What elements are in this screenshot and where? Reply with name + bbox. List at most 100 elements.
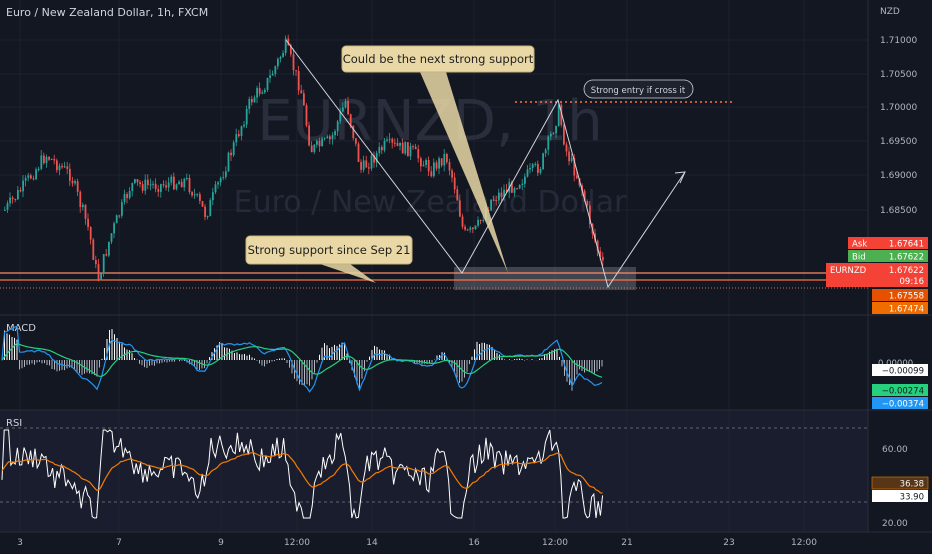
time-axis[interactable]: 3 7 9 12:00 14 16 12:00 21 23 12:00 — [17, 538, 817, 548]
time-tick: 12:00 — [542, 538, 568, 548]
candle-body — [165, 185, 167, 188]
candle-body — [542, 153, 544, 169]
candle-body — [178, 181, 180, 185]
last-price-tag — [826, 263, 928, 287]
candle-body — [170, 176, 173, 183]
candle-body — [459, 200, 461, 217]
candle-body — [524, 176, 526, 184]
candle-body — [466, 229, 469, 231]
candle-body — [240, 126, 243, 137]
candle-body — [581, 185, 583, 191]
time-tick: 21 — [621, 538, 632, 548]
candle-body — [448, 162, 451, 171]
candle-body — [518, 184, 521, 189]
candle-body — [61, 165, 63, 168]
time-tick: 7 — [116, 538, 122, 548]
macd-signal-line[interactable] — [1, 342, 603, 378]
rsi-ma-value: 36.38 — [900, 480, 924, 490]
callout-strong-entry[interactable] — [583, 79, 694, 99]
candle-body — [102, 254, 105, 274]
candle-body — [152, 183, 154, 185]
callout-strong-entry-text: Strong entry if cross it — [591, 86, 686, 96]
level-value-2: 1.67474 — [889, 305, 924, 315]
rsi-line[interactable] — [1, 429, 604, 519]
candle-body — [256, 88, 258, 98]
candle-body — [391, 138, 394, 143]
rsi-tick-60: 60.00 — [882, 445, 908, 455]
candle-body — [274, 66, 277, 74]
candle-body — [95, 259, 97, 265]
candle-body — [48, 156, 50, 160]
rsi-ma-line[interactable] — [1, 452, 603, 494]
candle-body — [235, 134, 238, 143]
candle-body — [570, 157, 573, 162]
candle-body — [602, 256, 604, 261]
candle-body — [555, 125, 557, 134]
callout-support-since[interactable] — [245, 235, 413, 265]
candle-body — [162, 184, 165, 186]
candle-body — [352, 125, 355, 139]
candle-body — [284, 38, 287, 54]
candle-body — [370, 155, 373, 169]
candle-body — [544, 149, 547, 154]
candle-body — [557, 104, 560, 126]
candle-body — [84, 204, 87, 219]
candle-body — [32, 178, 35, 180]
candle-body — [425, 160, 427, 165]
price-tags: Ask 1.67641 Bid 1.67622 EURNZD 1.67622 0… — [826, 237, 928, 315]
candle-body — [188, 178, 191, 193]
trend-drawings[interactable] — [285, 39, 686, 289]
candle-body — [529, 167, 531, 170]
candle-body — [498, 192, 500, 201]
candle-body — [526, 169, 529, 177]
candle-body — [19, 190, 22, 192]
price-tick: 1.71000 — [880, 36, 917, 46]
candle-body — [474, 225, 477, 230]
candle-body — [63, 166, 66, 168]
candle-body — [251, 99, 253, 103]
candle-body — [282, 53, 284, 58]
candle-body — [492, 199, 495, 201]
callout-next-support[interactable] — [341, 45, 535, 73]
candle-body — [277, 58, 279, 67]
candle-body — [323, 138, 326, 140]
countdown-value: 09:16 — [900, 277, 925, 287]
candle-body — [396, 143, 399, 146]
candle-body — [583, 190, 586, 202]
macd-histogram[interactable] — [1, 329, 603, 391]
price-axis[interactable]: 1.71000 1.70500 1.70000 1.69500 1.69000 1.685… — [880, 36, 917, 216]
candle-body — [300, 90, 303, 94]
candle-body — [56, 160, 58, 171]
candle-body — [339, 111, 342, 122]
candle-body — [126, 194, 128, 198]
candle-body — [495, 200, 498, 202]
candle-body — [123, 194, 126, 203]
candle-body — [154, 183, 157, 190]
candle-body — [412, 146, 414, 148]
candle-body — [430, 171, 433, 177]
ask-value: 1.67641 — [889, 240, 924, 250]
candle-body — [71, 180, 74, 184]
candle-body — [173, 176, 175, 190]
arrow-head — [674, 171, 686, 184]
candle-body — [248, 99, 251, 109]
candle-body — [24, 177, 27, 181]
candle-body — [362, 160, 365, 170]
candle-body — [79, 191, 82, 208]
candle-body — [238, 134, 240, 137]
candle-body — [131, 183, 134, 192]
candles[interactable] — [4, 34, 604, 282]
pattern-polyline[interactable] — [285, 39, 686, 289]
candle-body — [373, 155, 375, 163]
bid-label: Bid — [852, 253, 866, 263]
chart-title: Euro / New Zealand Dollar, 1h, FXCM — [6, 6, 208, 19]
candle-body — [550, 133, 552, 137]
candle-body — [186, 178, 188, 180]
candle-body — [69, 168, 71, 181]
macd-line[interactable] — [1, 325, 603, 393]
macd-line-tag — [872, 397, 928, 409]
candle-body — [227, 152, 230, 172]
candle-body — [547, 136, 550, 150]
